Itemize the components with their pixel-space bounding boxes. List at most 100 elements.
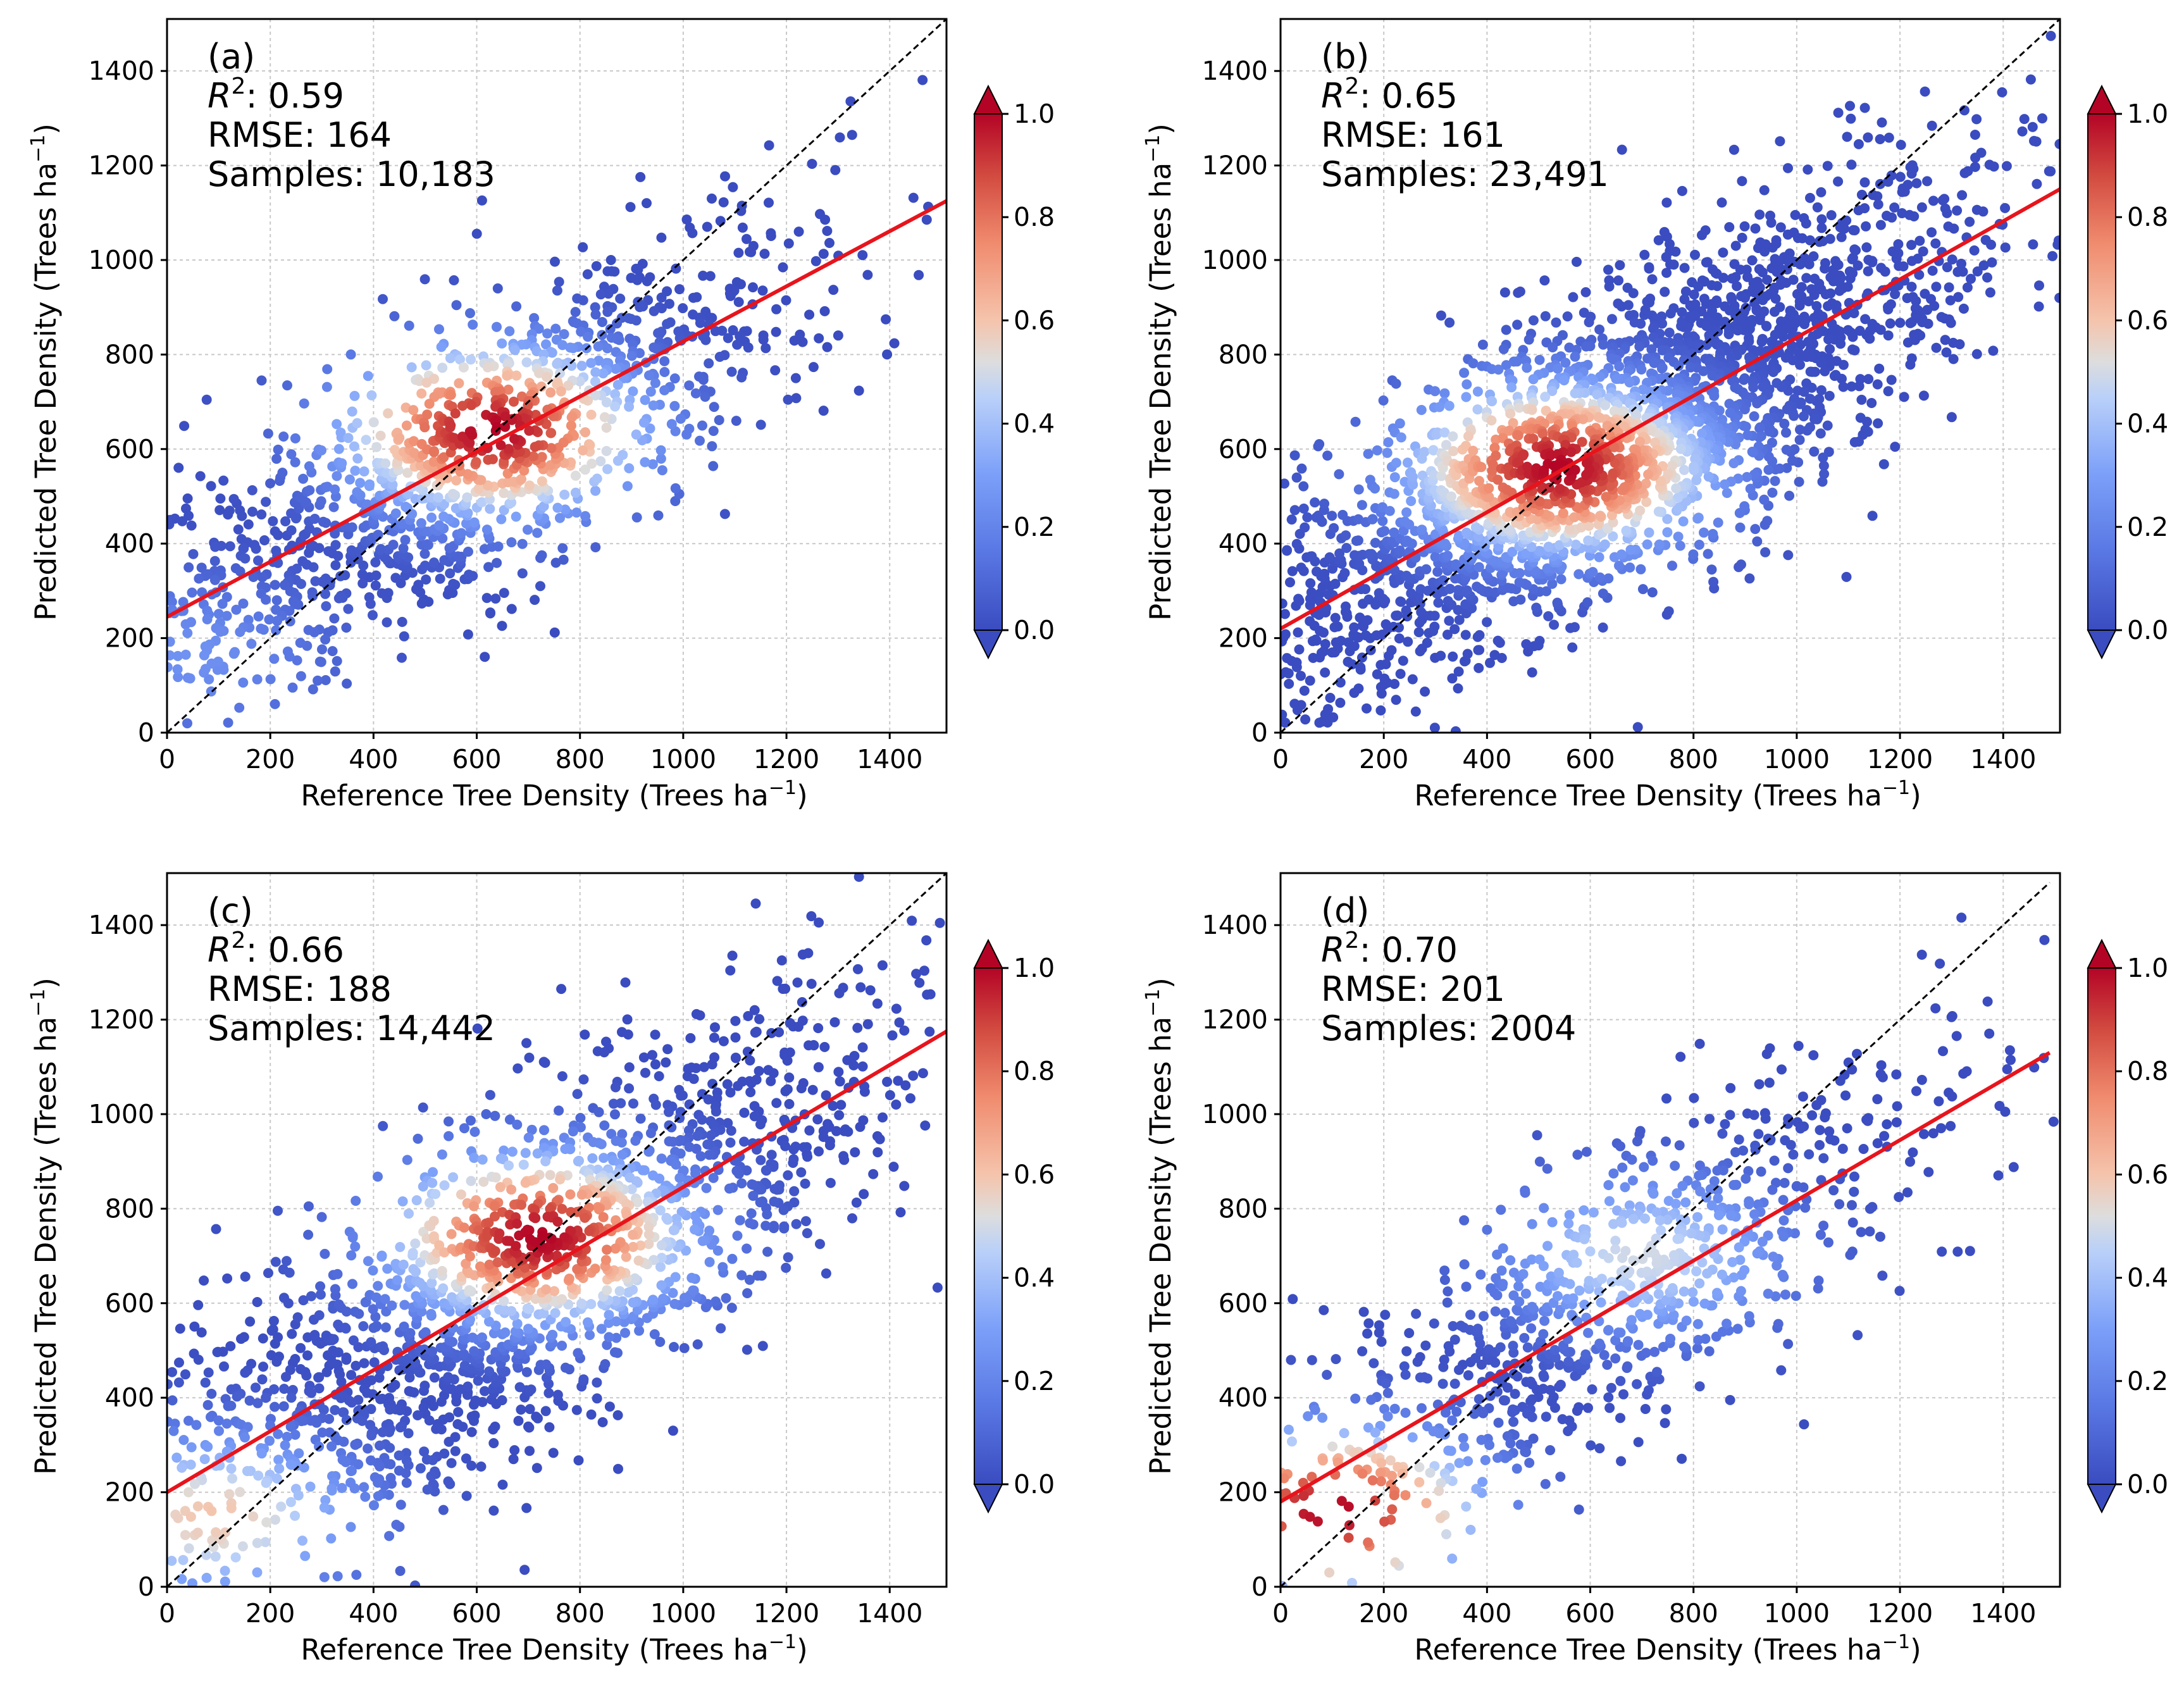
scatter-point (803, 1040, 814, 1051)
scatter-point (571, 1405, 582, 1415)
scatter-point (1474, 645, 1485, 655)
scatter-point (771, 304, 782, 314)
scatter-point (748, 1191, 759, 1201)
scatter-point (476, 1461, 487, 1472)
scatter-point (1847, 332, 1858, 342)
scatter-point (611, 1082, 621, 1093)
scatter-point (1982, 272, 1992, 283)
colorbar-tick-label: 0.6 (1014, 305, 1055, 335)
scatter-point (1701, 257, 1711, 268)
scatter-point (385, 1404, 395, 1415)
scatter-point (290, 599, 301, 609)
scatter-point (1543, 542, 1554, 552)
scatter-point (1944, 282, 1954, 293)
scatter-point (1328, 712, 1339, 723)
scatter-point (681, 214, 692, 225)
scatter-point (462, 492, 473, 503)
scatter-point (757, 285, 768, 296)
scatter-point (851, 1197, 862, 1208)
scatter-point (273, 444, 283, 455)
scatter-point (1690, 454, 1701, 464)
scatter-point (610, 1347, 620, 1358)
scatter-point (1339, 568, 1350, 578)
scatter-point (1694, 343, 1704, 354)
scatter-point (1861, 221, 1871, 232)
scatter-point (343, 433, 354, 444)
scatter-point (659, 356, 670, 366)
scatter-point (1492, 475, 1503, 485)
scatter-point (272, 616, 282, 626)
scatter-point (1613, 275, 1624, 286)
scatter-point (820, 214, 831, 225)
scatter-point (1916, 202, 1927, 213)
scatter-point (1570, 539, 1581, 550)
scatter-point (1362, 703, 1372, 714)
scatter-point (1395, 669, 1406, 680)
scatter-point (848, 1060, 859, 1071)
scatter-point (640, 395, 650, 406)
scatter-point (802, 1151, 813, 1162)
scatter-point (656, 1153, 667, 1164)
scatter-point (369, 1500, 379, 1511)
scatter-point (808, 362, 819, 373)
x-tick-label: 400 (1462, 744, 1511, 774)
scatter-point (1515, 594, 1526, 605)
scatter-point (705, 1130, 716, 1141)
colorbar-gradient (2088, 114, 2116, 630)
scatter-point (1838, 382, 1849, 392)
scatter-point (279, 1293, 289, 1303)
scatter-point (459, 1123, 469, 1134)
scatter-point (1899, 392, 1909, 402)
scatter-point (1296, 562, 1306, 573)
scatter-point (746, 1077, 757, 1088)
scatter-point (1693, 512, 1704, 523)
scatter-point (225, 541, 235, 552)
scatter-point (340, 1322, 351, 1333)
scatter-point (398, 543, 409, 554)
scatter-point (202, 1399, 213, 1410)
plot-area-c: 0 200 400 600 800 1000 1200 1400020040060080010… (89, 872, 948, 1629)
scatter-point (402, 468, 413, 478)
scatter-point (578, 295, 588, 306)
scatter-point (390, 1379, 400, 1390)
scatter-point (455, 354, 465, 365)
scatter-point (1472, 581, 1482, 592)
scatter-point (1740, 292, 1750, 303)
scatter-point (692, 1339, 703, 1350)
scatter-point (1512, 320, 1523, 330)
scatter-point (1735, 264, 1746, 275)
scatter-point (556, 984, 567, 995)
scatter-point (1362, 615, 1373, 626)
scatter-point (722, 1079, 733, 1089)
scatter-point (822, 342, 833, 352)
scatter-point (443, 1476, 454, 1487)
scatter-point (1429, 611, 1440, 621)
scatter-point (1360, 630, 1371, 641)
scatter-point (1305, 675, 1315, 686)
colorbar-tick-label: 0.6 (2127, 305, 2168, 335)
scatter-point (855, 1122, 866, 1133)
scatter-point (1531, 463, 1542, 474)
scatter-point (453, 1406, 464, 1417)
scatter-point (390, 508, 401, 519)
scatter-point (1703, 549, 1713, 559)
scatter-point (1685, 362, 1696, 373)
scatter-point (1343, 657, 1353, 667)
scatter-point (1281, 709, 1287, 720)
colorbar-tick-label: 0.4 (1014, 409, 1055, 439)
scatter-point (1709, 390, 1720, 401)
scatter-point (496, 514, 507, 524)
scatter-point (1689, 289, 1699, 300)
y-tick-label: 600 (105, 434, 154, 464)
scatter-point (410, 1580, 421, 1587)
scatter-point (554, 1105, 564, 1116)
scatter-point (446, 1458, 457, 1468)
scatter-point (270, 1257, 281, 1267)
scatter-point (1566, 447, 1577, 457)
scatter-point (1783, 550, 1794, 561)
scatter-point (697, 1114, 707, 1125)
scatter-point (517, 568, 528, 579)
scatter-point (695, 1010, 705, 1021)
scatter-point (493, 541, 504, 552)
scatter-point (1808, 251, 1819, 262)
